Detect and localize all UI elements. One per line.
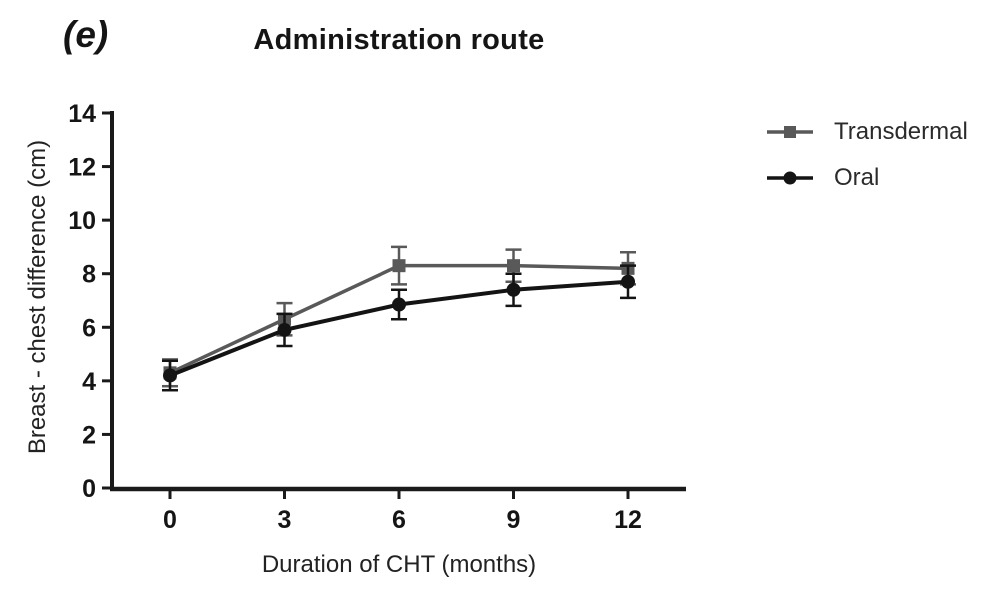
oral-circle-marker-icon	[767, 171, 813, 185]
y-tick-label: 2	[82, 421, 96, 449]
x-tick-label: 9	[507, 506, 521, 534]
chart-legend: Transdermal Oral	[766, 118, 968, 192]
transdermal-data-point	[507, 259, 521, 273]
oral-data-point	[277, 322, 292, 337]
transdermal-square-marker-icon	[767, 126, 813, 138]
x-tick-label: 3	[278, 506, 292, 534]
chart-title: Administration route	[253, 24, 545, 56]
oral-data-point	[163, 368, 177, 383]
oral-data-point	[621, 274, 636, 289]
y-tick-label: 6	[82, 314, 96, 342]
legend-label: Transdermal	[834, 118, 968, 145]
transdermal-data-point	[392, 259, 406, 273]
panel-label: (e)	[63, 14, 109, 55]
legend-item-transdermal: Transdermal	[766, 118, 968, 146]
x-tick-label: 12	[614, 506, 642, 534]
x-axis-title: Duration of CHT (months)	[261, 551, 537, 578]
y-tick-label: 8	[82, 261, 96, 289]
x-tick-label: 0	[163, 506, 177, 534]
y-tick-label: 0	[82, 475, 96, 503]
legend-label: Oral	[834, 164, 880, 191]
y-tick-label: 4	[82, 368, 96, 396]
y-tick-label: 12	[68, 154, 96, 182]
oral-data-point	[392, 297, 407, 312]
legend-item-oral: Oral	[766, 164, 968, 192]
x-tick-label: 6	[392, 506, 406, 534]
oral-data-point	[506, 282, 521, 297]
y-tick-label: 14	[68, 100, 96, 128]
y-tick-label: 10	[68, 207, 96, 235]
